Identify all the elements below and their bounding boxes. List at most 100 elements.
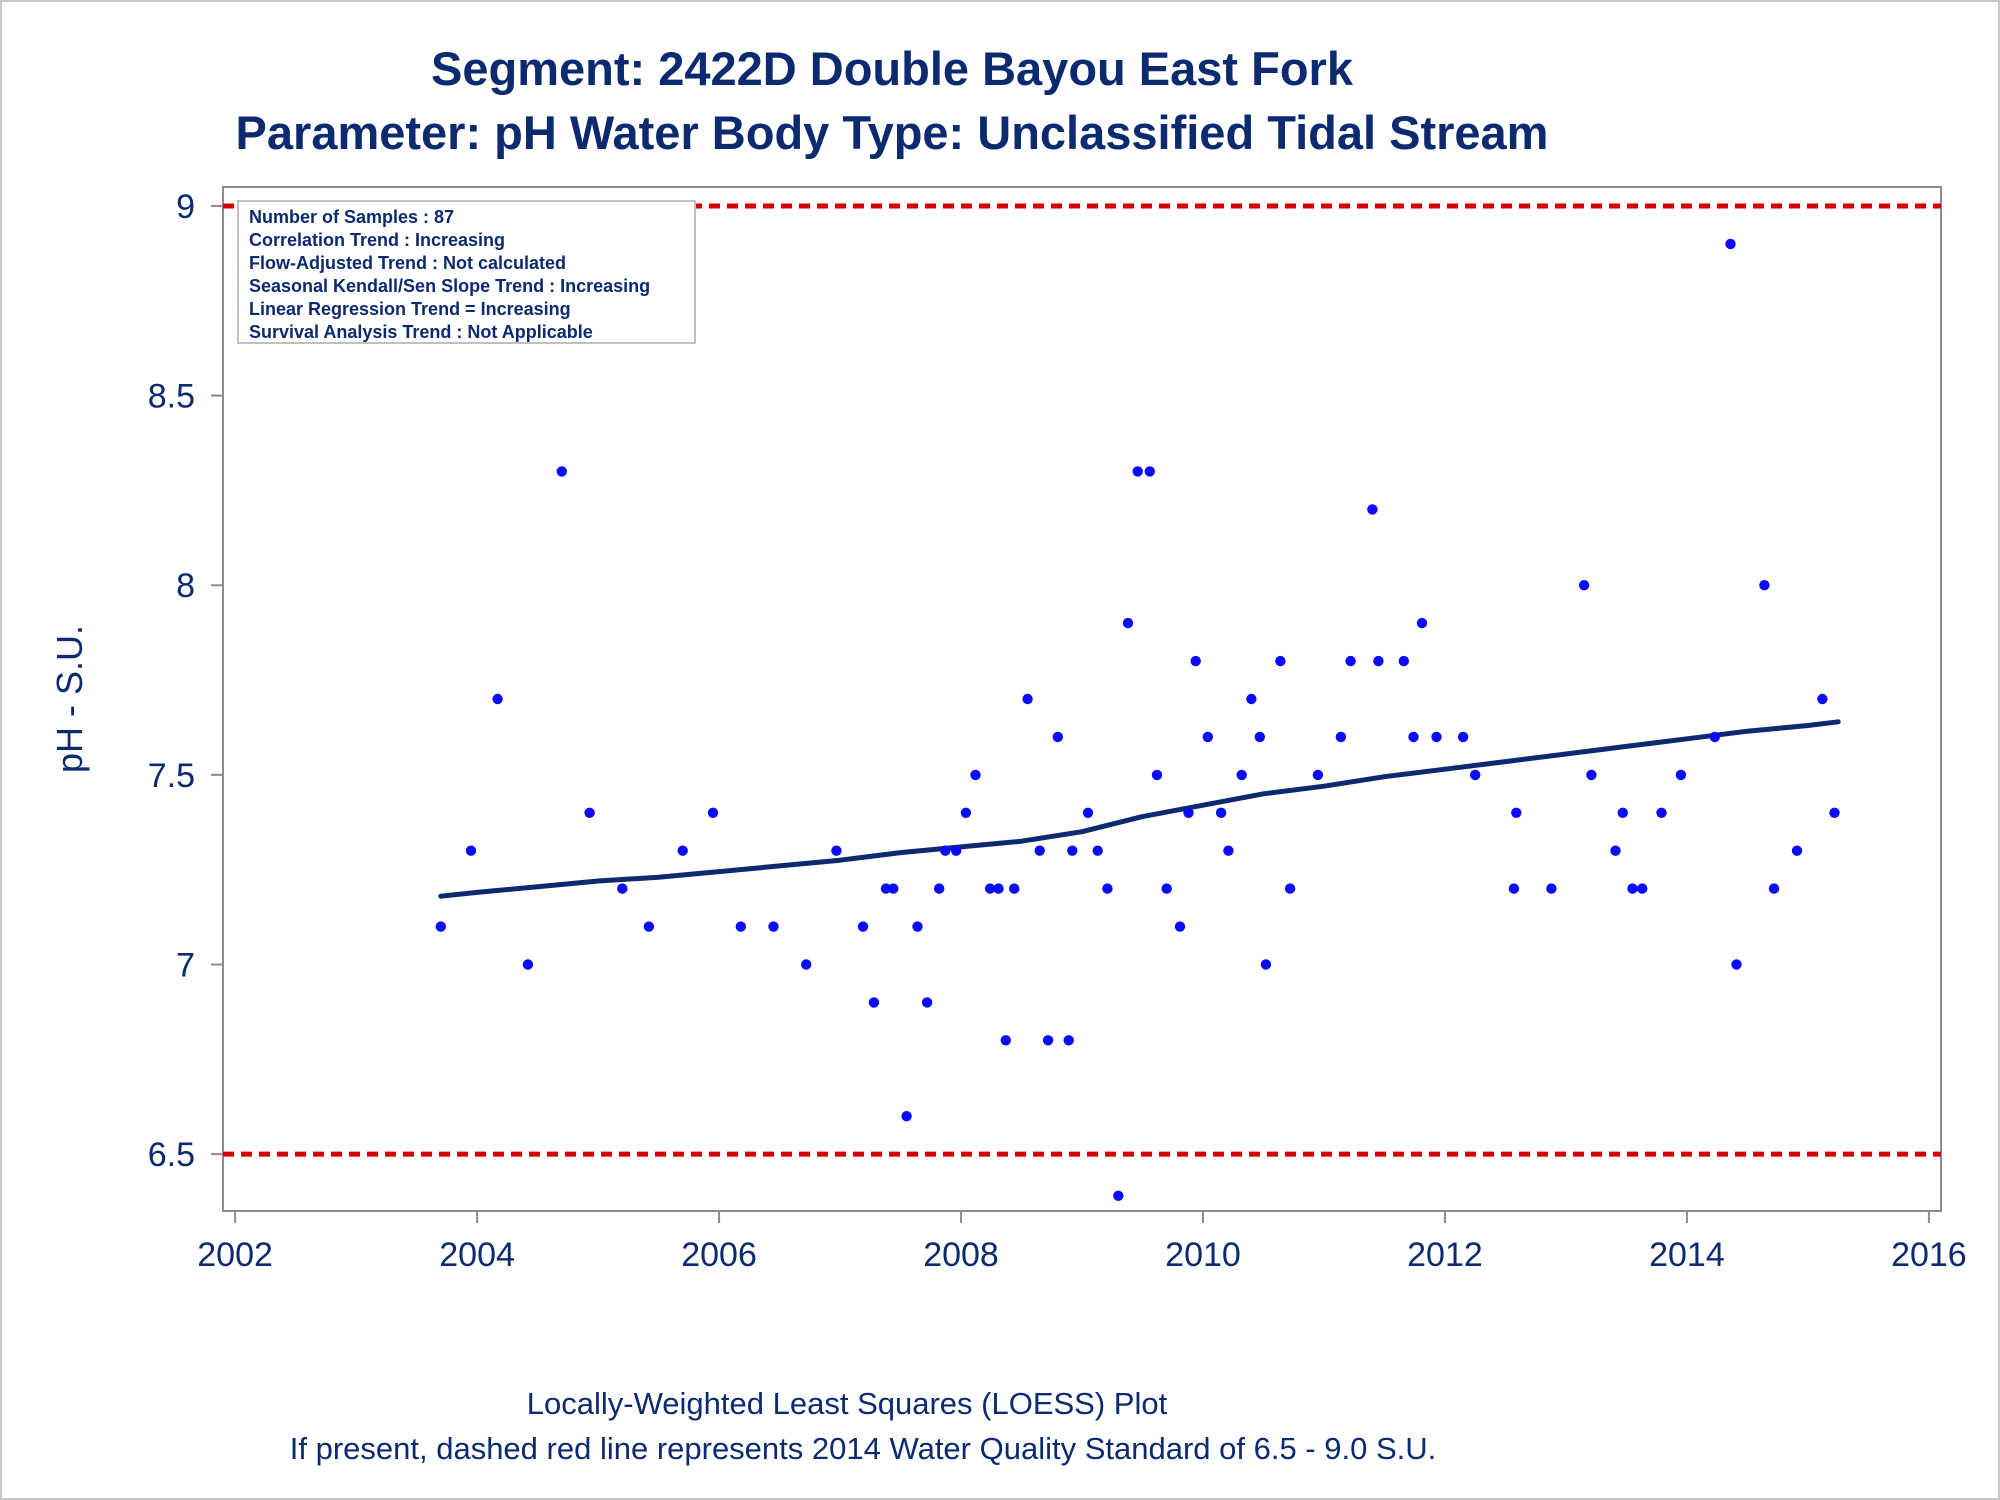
data-point-74 bbox=[1617, 807, 1629, 818]
data-point-30 bbox=[1022, 693, 1033, 705]
data-point-77 bbox=[1656, 807, 1667, 818]
x-tick-label-5: 2012 bbox=[1407, 1236, 1483, 1274]
x-tick-label-1: 2004 bbox=[439, 1236, 515, 1274]
chart-title: Segment: 2422D Double Bayou East Fork bbox=[431, 42, 1354, 95]
data-point-43 bbox=[1151, 769, 1163, 781]
data-point-35 bbox=[1067, 845, 1078, 856]
data-point-67 bbox=[1470, 769, 1481, 781]
data-point-53 bbox=[1254, 731, 1266, 743]
data-point-4 bbox=[556, 466, 567, 477]
data-point-15 bbox=[868, 997, 880, 1008]
data-point-49 bbox=[1215, 807, 1227, 818]
plot-area bbox=[222, 186, 1942, 1212]
loess-trend bbox=[438, 719, 1841, 899]
data-point-84 bbox=[1791, 845, 1803, 856]
data-point-47 bbox=[1190, 655, 1201, 667]
x-tick-label-6: 2014 bbox=[1649, 1236, 1725, 1274]
data-point-46 bbox=[1183, 807, 1194, 818]
info-survival: Survival Analysis Trend : Not Applicable bbox=[249, 322, 593, 342]
data-point-21 bbox=[934, 883, 945, 894]
data-point-60 bbox=[1367, 504, 1378, 515]
x-tick-label-0: 2002 bbox=[197, 1236, 273, 1274]
data-point-22 bbox=[940, 845, 951, 856]
data-point-73 bbox=[1610, 845, 1621, 856]
data-point-62 bbox=[1398, 655, 1410, 667]
data-point-13 bbox=[831, 845, 842, 856]
data-point-19 bbox=[912, 921, 923, 932]
data-point-28 bbox=[1000, 1035, 1011, 1046]
info-linear-regression: Linear Regression Trend = Increasing bbox=[249, 299, 571, 319]
data-point-9 bbox=[707, 807, 719, 818]
data-point-25 bbox=[970, 769, 981, 781]
data-point-17 bbox=[888, 883, 899, 894]
y-axis-label: pH - S.U. bbox=[49, 625, 90, 773]
data-point-57 bbox=[1312, 769, 1324, 781]
data-point-14 bbox=[857, 921, 869, 932]
data-point-42 bbox=[1144, 466, 1156, 477]
y-tick-label-5: 9 bbox=[176, 188, 195, 226]
data-point-41 bbox=[1132, 466, 1143, 477]
data-point-33 bbox=[1052, 731, 1064, 743]
data-point-51 bbox=[1236, 769, 1247, 781]
footnote-standard: If present, dashed red line represents 2… bbox=[290, 1431, 1437, 1466]
data-point-20 bbox=[921, 997, 933, 1008]
data-point-66 bbox=[1457, 731, 1469, 743]
info-flow-adjusted: Flow-Adjusted Trend : Not calculated bbox=[249, 253, 566, 273]
data-point-75 bbox=[1627, 883, 1638, 894]
data-point-29 bbox=[1009, 883, 1020, 894]
data-point-36 bbox=[1082, 807, 1094, 818]
data-point-6 bbox=[617, 883, 628, 894]
data-point-52 bbox=[1246, 693, 1257, 705]
data-point-44 bbox=[1161, 883, 1172, 894]
data-point-50 bbox=[1223, 845, 1234, 856]
data-point-26 bbox=[984, 883, 996, 894]
data-point-65 bbox=[1431, 731, 1442, 743]
data-point-83 bbox=[1768, 883, 1780, 894]
data-point-54 bbox=[1260, 959, 1272, 970]
info-seasonal-kendall: Seasonal Kendall/Sen Slope Trend : Incre… bbox=[249, 276, 650, 296]
data-point-61 bbox=[1373, 655, 1384, 667]
data-point-40 bbox=[1122, 617, 1134, 629]
data-point-27 bbox=[993, 883, 1004, 894]
x-tick-label-4: 2010 bbox=[1165, 1236, 1241, 1274]
x-tick-label-7: 2016 bbox=[1891, 1236, 1967, 1274]
data-point-18 bbox=[901, 1111, 912, 1122]
data-point-2 bbox=[492, 693, 503, 705]
data-point-68 bbox=[1508, 883, 1520, 894]
data-point-31 bbox=[1034, 845, 1045, 856]
data-point-7 bbox=[643, 921, 655, 932]
data-point-79 bbox=[1709, 731, 1721, 743]
data-point-10 bbox=[735, 921, 746, 932]
data-point-71 bbox=[1578, 580, 1590, 591]
info-box-border bbox=[237, 200, 696, 344]
data-point-12 bbox=[801, 959, 812, 970]
data-point-8 bbox=[677, 845, 688, 856]
data-point-64 bbox=[1416, 617, 1428, 629]
data-point-58 bbox=[1335, 731, 1347, 743]
y-tick-label-1: 7 bbox=[176, 946, 195, 984]
x-axis-ticks: 2002 2004 2006 2008 2010 2012 2014 2016 bbox=[197, 1211, 1967, 1274]
data-point-63 bbox=[1408, 731, 1419, 743]
data-point-5 bbox=[584, 807, 595, 818]
data-point-81 bbox=[1731, 959, 1742, 970]
data-point-85 bbox=[1817, 693, 1828, 705]
info-box: Number of Samples : 87 Correlation Trend… bbox=[237, 200, 696, 344]
data-point-45 bbox=[1174, 921, 1186, 932]
data-point-11 bbox=[768, 921, 779, 932]
data-point-3 bbox=[522, 959, 534, 970]
data-point-34 bbox=[1063, 1035, 1074, 1046]
chart-subtitle: Parameter: pH Water Body Type: Unclassif… bbox=[236, 106, 1549, 159]
data-point-59 bbox=[1345, 655, 1356, 667]
data-point-69 bbox=[1511, 807, 1522, 818]
data-point-56 bbox=[1284, 883, 1296, 894]
footnote-loess: Locally-Weighted Least Squares (LOESS) P… bbox=[527, 1386, 1168, 1421]
data-point-70 bbox=[1546, 883, 1557, 894]
data-point-86 bbox=[1829, 807, 1840, 818]
data-point-80 bbox=[1725, 238, 1736, 250]
standard-lines bbox=[223, 203, 1941, 1157]
y-tick-label-2: 7.5 bbox=[148, 757, 195, 795]
y-tick-label-0: 6.5 bbox=[148, 1136, 195, 1174]
y-tick-label-3: 8 bbox=[176, 567, 195, 605]
y-tick-label-4: 8.5 bbox=[148, 378, 195, 416]
